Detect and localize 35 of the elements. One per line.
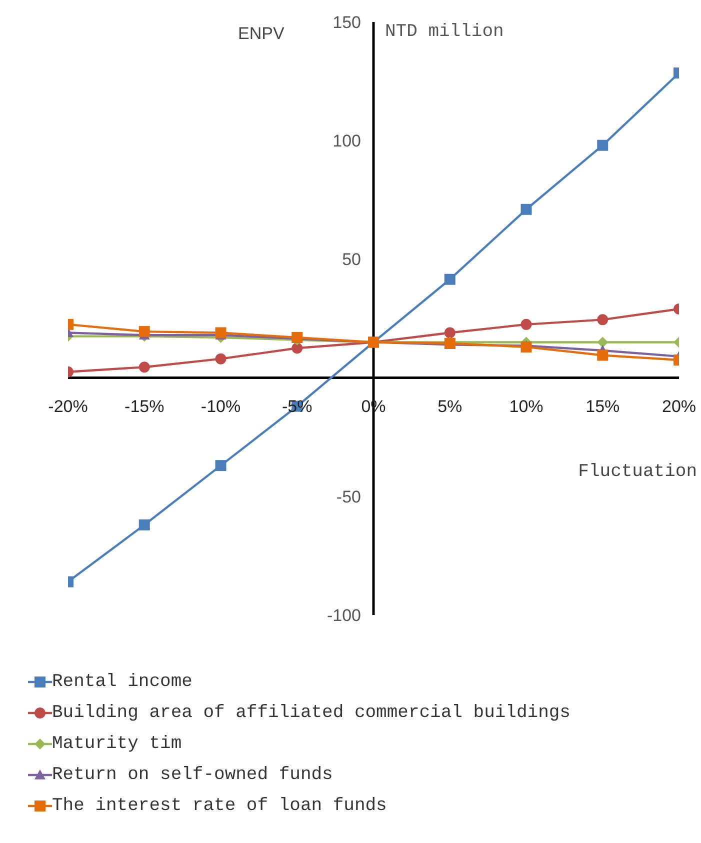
- point: [597, 314, 608, 326]
- point: [138, 519, 150, 530]
- y-axis-title: ENPV: [238, 24, 284, 44]
- x-tick-label: -10%: [200, 397, 241, 416]
- legend-label: Rental income: [52, 672, 192, 692]
- legend-label: Building area of affiliated commercial buildings: [52, 702, 570, 722]
- point: [292, 342, 303, 354]
- x-axis-title: Fluctuation: [578, 462, 697, 482]
- y-tick-label: -100: [326, 606, 361, 625]
- annotation: NTD million: [385, 22, 504, 42]
- point: [597, 336, 608, 348]
- point: [138, 326, 150, 338]
- x-tick-label: -20%: [48, 397, 88, 416]
- x-tick-label: -15%: [124, 397, 164, 416]
- point: [215, 460, 226, 472]
- legend-label: Maturity tim: [52, 734, 182, 754]
- point: [215, 327, 226, 338]
- x-tick-label: 20%: [662, 397, 696, 416]
- point: [520, 318, 532, 330]
- y-tick-label: 100: [332, 132, 361, 151]
- point: [444, 274, 456, 285]
- point: [597, 350, 608, 361]
- y-tick-label: -50: [336, 487, 361, 506]
- y-tick-label: 150: [332, 13, 361, 32]
- x-tick-label: 10%: [509, 397, 544, 416]
- point: [215, 353, 226, 364]
- point: [520, 204, 532, 215]
- legend-label: The interest rate of loan funds: [52, 796, 387, 816]
- point: [597, 140, 608, 151]
- legend-label: Return on self-owned funds: [52, 764, 333, 784]
- point: [444, 327, 456, 338]
- y-tick-label: 50: [342, 250, 361, 270]
- x-tick-label: 15%: [586, 397, 620, 416]
- x-tick-label: 5%: [438, 397, 462, 416]
- point: [138, 362, 150, 373]
